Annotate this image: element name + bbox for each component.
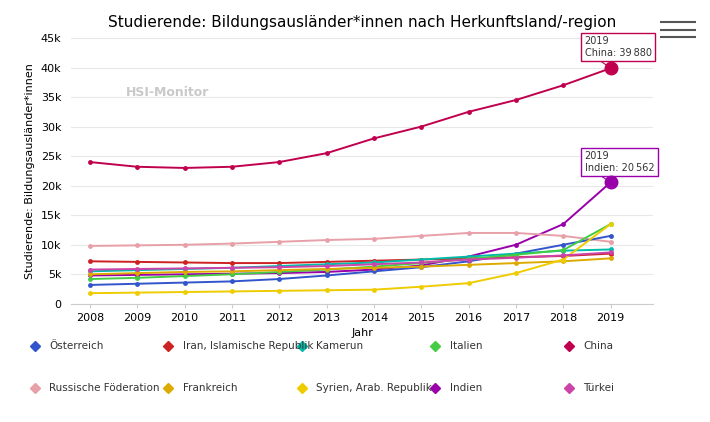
Title: Studierende: Bildungsausländer*innen nach Herkunftsland/-region: Studierende: Bildungsausländer*innen nac… xyxy=(108,15,616,30)
Text: Österreich: Österreich xyxy=(49,341,104,351)
Text: 2019
China: 39 880: 2019 China: 39 880 xyxy=(584,36,652,58)
X-axis label: Jahr: Jahr xyxy=(351,328,373,338)
Text: 2019
Indien: 20 562: 2019 Indien: 20 562 xyxy=(584,151,654,173)
Text: Russische Föderation: Russische Föderation xyxy=(49,383,160,392)
Text: Iran, Islamische Republik: Iran, Islamische Republik xyxy=(182,341,313,351)
Text: Kamerun: Kamerun xyxy=(316,341,364,351)
Text: China: China xyxy=(583,341,613,351)
Text: Syrien, Arab. Republik: Syrien, Arab. Republik xyxy=(316,383,432,392)
Text: Indien: Indien xyxy=(449,383,482,392)
Text: HSI-Monitor: HSI-Monitor xyxy=(126,86,209,99)
Text: Frankreich: Frankreich xyxy=(182,383,237,392)
Text: Türkei: Türkei xyxy=(583,383,614,392)
Y-axis label: Studierende: Bildungsausländer*innen: Studierende: Bildungsausländer*innen xyxy=(25,63,35,279)
Text: Italien: Italien xyxy=(449,341,482,351)
